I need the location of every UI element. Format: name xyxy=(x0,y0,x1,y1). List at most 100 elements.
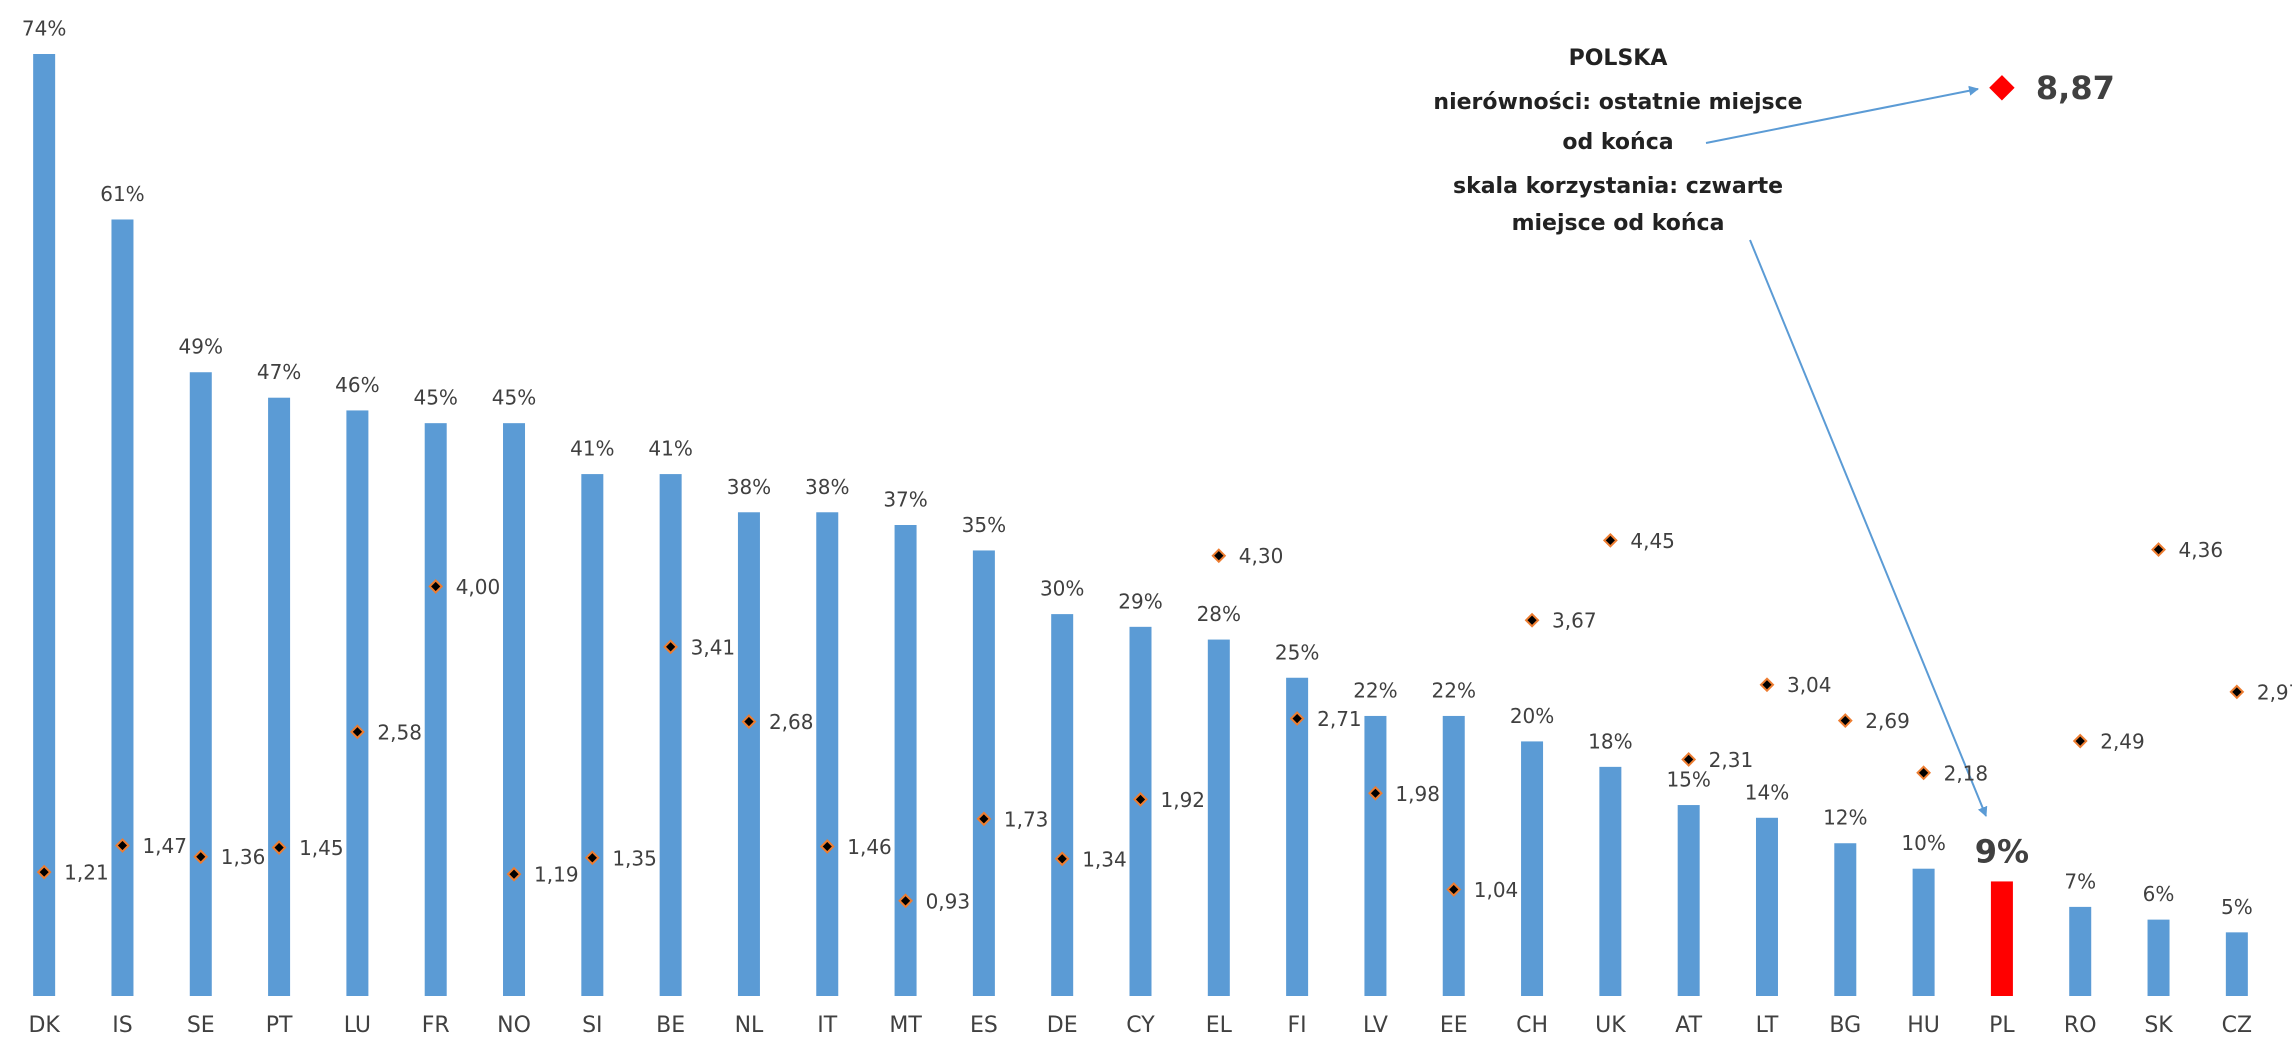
bar xyxy=(1755,817,1778,996)
bar xyxy=(972,550,995,996)
bar xyxy=(2147,919,2170,996)
data-label: 1,36 xyxy=(221,845,266,869)
bar xyxy=(1990,881,2013,996)
data-label: 6% xyxy=(2143,882,2175,906)
bar xyxy=(1129,626,1152,996)
bar xyxy=(581,474,604,997)
diamond-marker xyxy=(976,811,992,827)
x-tick-label: PT xyxy=(266,1013,293,1038)
annotation: skala korzystania: czwarte xyxy=(1453,174,1783,199)
data-label: 22% xyxy=(1353,678,1397,702)
diamond-marker xyxy=(741,714,757,730)
data-label: 47% xyxy=(257,360,301,384)
data-label: 46% xyxy=(335,373,379,397)
data-label: 10% xyxy=(1901,831,1945,855)
data-label: 1,73 xyxy=(1004,807,1049,831)
x-tick-label: FR xyxy=(422,1013,450,1038)
diamond-marker xyxy=(115,838,130,853)
data-label: 28% xyxy=(1197,602,1241,626)
diamond-marker xyxy=(349,724,365,740)
diamond-marker xyxy=(2072,733,2088,749)
diamond-marker xyxy=(271,840,287,855)
x-tick-label: EL xyxy=(1206,1013,1233,1038)
diamond-marker xyxy=(1211,548,1227,564)
bar xyxy=(659,474,682,997)
data-label: 20% xyxy=(1510,704,1554,728)
x-tick-label: UK xyxy=(1595,1013,1626,1038)
bar xyxy=(111,219,134,997)
x-tick-label: NL xyxy=(735,1013,764,1038)
diamond-marker xyxy=(1602,532,1618,548)
diamond-marker xyxy=(193,849,209,865)
diamond-marker xyxy=(1524,612,1540,628)
diamond-marker xyxy=(1989,75,2015,101)
x-tick-label: CH xyxy=(1516,1013,1548,1038)
diamond-marker xyxy=(584,850,600,866)
data-label: 3,04 xyxy=(1787,673,1832,697)
x-tick-label: BG xyxy=(1829,1013,1861,1038)
diamond-marker xyxy=(1681,752,1697,767)
data-label: 35% xyxy=(962,513,1006,537)
diamond-marker xyxy=(1446,882,1462,897)
data-label: 2,97 xyxy=(2257,680,2292,704)
x-tick-label: NO xyxy=(497,1013,531,1038)
data-label: 2,68 xyxy=(769,710,814,734)
data-label: 1,98 xyxy=(1395,782,1440,806)
data-label: 12% xyxy=(1823,806,1867,830)
x-tick-label: LT xyxy=(1756,1013,1779,1038)
data-label: 41% xyxy=(570,437,614,461)
bar xyxy=(503,423,526,996)
x-tick-label: IT xyxy=(817,1013,837,1038)
data-label: 3,41 xyxy=(691,635,736,659)
data-label: 29% xyxy=(1118,589,1162,613)
bar xyxy=(1521,741,1544,996)
bar xyxy=(1834,843,1857,996)
x-tick-label: SK xyxy=(2144,1013,2173,1038)
data-label: 1,92 xyxy=(1161,788,1206,812)
bar xyxy=(268,397,291,996)
bar xyxy=(1207,639,1230,996)
x-tick-label: PL xyxy=(1989,1013,2015,1038)
x-tick-label: DK xyxy=(28,1013,60,1038)
data-label: 45% xyxy=(413,386,457,410)
data-label: 22% xyxy=(1432,678,1476,702)
data-label: 38% xyxy=(805,475,849,499)
data-label: 14% xyxy=(1745,780,1789,804)
diamond-marker xyxy=(819,839,835,854)
data-label: 49% xyxy=(179,335,223,359)
diamond-marker xyxy=(1289,711,1305,726)
data-label: 9% xyxy=(1975,832,2029,870)
diamond-marker xyxy=(1133,791,1148,807)
bar xyxy=(816,512,839,996)
diamond-marker xyxy=(2151,542,2166,557)
diamond-marker xyxy=(1759,677,1775,693)
data-label: 1,47 xyxy=(142,834,187,858)
bar xyxy=(1286,677,1309,996)
data-label: 2,18 xyxy=(1944,761,1989,785)
data-label: 3,67 xyxy=(1552,609,1597,633)
bar xyxy=(33,54,56,996)
diamond-marker xyxy=(663,639,679,655)
annotation: nierówności: ostatnie miejsce xyxy=(1433,90,1802,115)
bar xyxy=(1677,805,1700,996)
data-label: 1,21 xyxy=(64,861,109,885)
x-tick-label: HU xyxy=(1907,1013,1940,1038)
data-label: 4,00 xyxy=(456,575,501,599)
x-tick-label: EE xyxy=(1440,1013,1468,1038)
x-tick-label: DE xyxy=(1047,1013,1078,1038)
data-label: 4,45 xyxy=(1630,529,1675,553)
bar xyxy=(737,512,760,996)
data-label: 2,31 xyxy=(1709,748,1754,772)
bar xyxy=(1442,715,1465,996)
data-label: 2,71 xyxy=(1317,707,1362,731)
x-tick-label: AT xyxy=(1675,1013,1702,1038)
arrow xyxy=(1749,239,1988,817)
arrow xyxy=(1705,85,1979,144)
data-label: 37% xyxy=(883,488,927,512)
data-label: 8,87 xyxy=(2036,69,2115,107)
diamond-marker xyxy=(36,864,52,880)
bar xyxy=(1051,614,1074,996)
data-label: 1,04 xyxy=(1474,878,1519,902)
x-tick-label: FI xyxy=(1288,1013,1307,1038)
data-label: 18% xyxy=(1588,729,1632,753)
